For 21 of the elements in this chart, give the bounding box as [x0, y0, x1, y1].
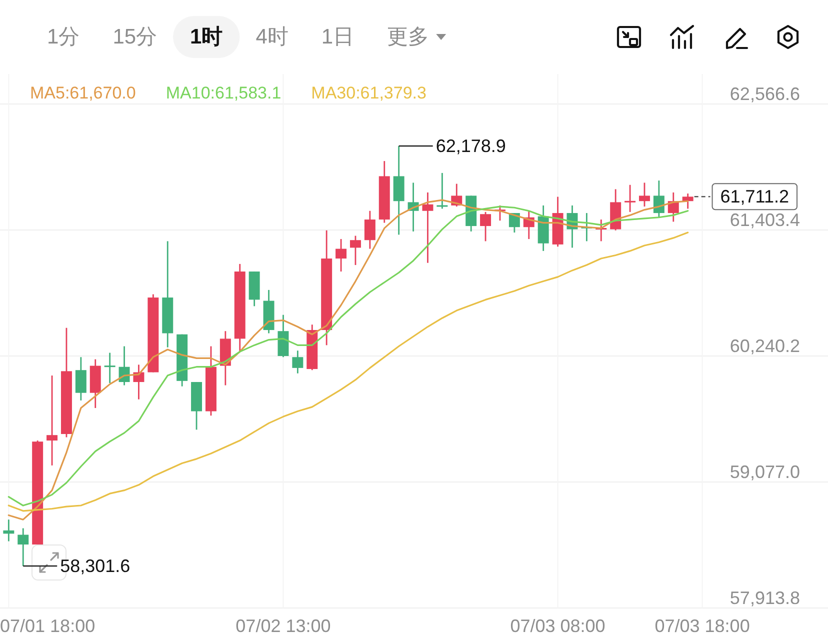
text: 更多 [387, 26, 430, 48]
text: MA5:61,670.0 [30, 84, 136, 102]
y-tick-label: 62,566.6 [730, 84, 800, 104]
text: 1分 [47, 26, 80, 48]
x-tick-label: 07/03 08:00 [510, 616, 606, 636]
text: 1日 [321, 26, 354, 48]
text: 15分 [112, 26, 158, 48]
ref-line-label: 61,711.2 [720, 186, 789, 207]
y-tick-label: 61,403.4 [730, 210, 800, 230]
text: MA30:61,379.3 [311, 84, 426, 102]
y-tick-label: 60,240.2 [730, 336, 800, 356]
text: 4时 [256, 26, 288, 48]
text: 1时 [190, 26, 223, 48]
text: MA10:61,583.1 [166, 84, 282, 102]
x-tick-label: 07/02 13:00 [236, 616, 331, 636]
y-tick-label: 57,913.8 [730, 588, 800, 608]
annotation: 62,178.9 [436, 136, 506, 156]
x-tick-label: 07/01 18:00 [0, 616, 96, 636]
y-tick-label: 59,077.0 [730, 462, 800, 482]
annotation: 58,301.6 [60, 556, 130, 576]
x-tick-label: 07/03 18:00 [654, 616, 750, 636]
